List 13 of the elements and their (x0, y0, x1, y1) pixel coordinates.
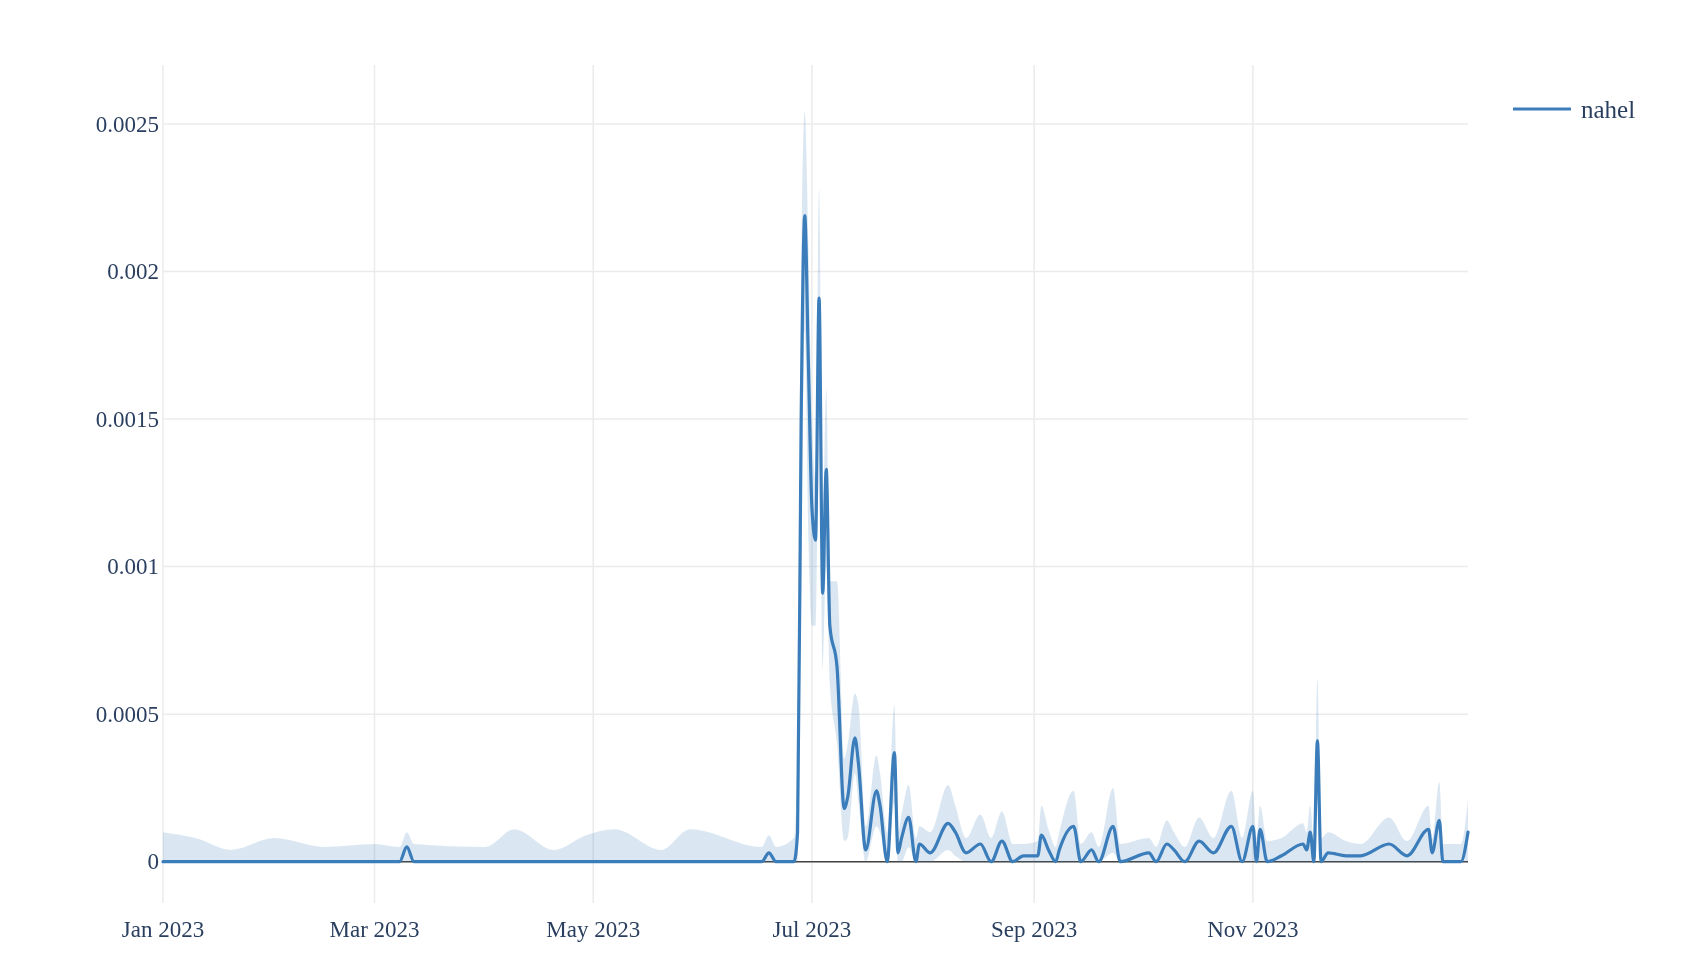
legend-label: nahel (1581, 95, 1636, 123)
x-tick-label: Jul 2023 (772, 917, 852, 942)
x-tick-label: Mar 2023 (329, 917, 420, 942)
x-tick-label: Sep 2023 (991, 917, 1078, 942)
y-tick-label: 0 (147, 849, 159, 875)
y-tick-label: 0.0015 (95, 406, 159, 432)
y-tick-label: 0.0025 (95, 111, 159, 137)
y-tick-label: 0.002 (107, 259, 159, 285)
x-tick-label: May 2023 (546, 917, 641, 942)
x-tick-label: Jan 2023 (121, 917, 205, 942)
y-tick-label: 0.001 (107, 554, 159, 580)
x-tick-label: Nov 2023 (1207, 917, 1299, 942)
y-tick-label: 0.0005 (95, 701, 159, 727)
